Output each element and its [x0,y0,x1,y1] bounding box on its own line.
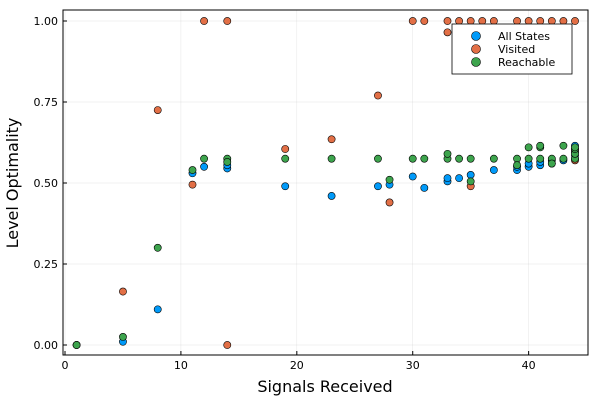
point-all-states [408,172,417,181]
point-all-states [374,182,382,191]
point-visited [524,17,533,25]
point-visited [327,135,336,144]
point-all-states [420,183,429,192]
point-reachable [420,154,429,163]
point-reachable [513,161,521,170]
legend: All States Visited Reachable [451,23,573,75]
point-all-states [466,170,475,179]
point-visited [571,17,579,25]
point-all-states [153,305,162,314]
point-reachable [327,154,336,163]
y-tick-label: 1.00 [34,15,59,28]
point-visited [559,17,568,25]
point-all-states [489,166,498,174]
point-reachable [374,154,382,163]
legend-label-visited: Visited [498,43,535,56]
point-reachable [223,158,232,166]
point-reachable [408,154,417,163]
x-axis-label: Signals Received [257,377,392,396]
point-reachable [524,154,533,163]
legend-label-all-states: All States [498,30,550,43]
point-reachable [536,154,545,163]
x-tick-label: 40 [522,359,536,372]
point-visited [536,17,545,25]
x-tick-label: 30 [406,359,420,372]
point-reachable [443,149,452,158]
point-reachable [385,175,394,184]
point-visited [547,17,556,25]
y-axis-label: Level Optimality [3,118,22,249]
point-all-states [443,174,452,183]
point-visited [223,17,232,25]
point-all-states [281,182,290,191]
y-tick-label: 0.75 [34,96,59,109]
point-visited [466,17,475,25]
point-visited [478,17,487,25]
legend-marker-visited [471,44,481,54]
point-visited [153,106,162,114]
point-reachable [281,154,290,163]
x-tick-label: 10 [174,359,188,372]
point-visited [223,341,232,349]
grid [63,10,588,355]
legend-marker-all-states [471,31,481,41]
point-visited [385,198,394,207]
point-reachable [547,159,556,168]
y-tick-label: 0.50 [34,177,59,190]
point-visited [420,17,429,25]
point-reachable [536,141,545,150]
point-all-states [327,192,336,200]
point-visited [443,28,452,37]
x-tick-label: 0 [62,359,69,372]
point-reachable [200,154,208,163]
point-visited [455,17,463,25]
point-visited [200,17,208,25]
point-reachable [489,154,498,163]
point-visited [119,287,127,296]
point-visited [281,145,290,153]
point-reachable [466,177,475,186]
point-all-states [200,162,208,171]
point-visited [408,17,417,25]
point-all-states [455,174,463,183]
point-visited [374,91,382,100]
point-visited [489,17,498,25]
point-reachable [72,341,81,349]
legend-label-reachable: Reachable [498,56,555,69]
point-reachable [559,141,568,150]
y-tick-label: 0.00 [34,339,59,352]
x-tick-label: 20 [290,359,304,372]
legend-marker-reachable [471,57,481,67]
data-points [72,17,579,349]
axis-ticks: 0 10 20 30 40 0.00 0.25 0.50 0.75 1.00 [34,15,536,372]
point-reachable [119,332,127,341]
point-visited [513,17,521,25]
point-reachable [571,143,579,152]
point-reachable [153,243,162,252]
point-visited [188,180,197,189]
y-tick-label: 0.25 [34,258,59,271]
point-reachable [524,143,533,152]
point-reachable [455,154,463,163]
point-reachable [466,154,475,163]
point-visited [443,17,452,25]
point-reachable [188,166,197,174]
point-reachable [513,154,521,163]
point-reachable [559,154,568,163]
